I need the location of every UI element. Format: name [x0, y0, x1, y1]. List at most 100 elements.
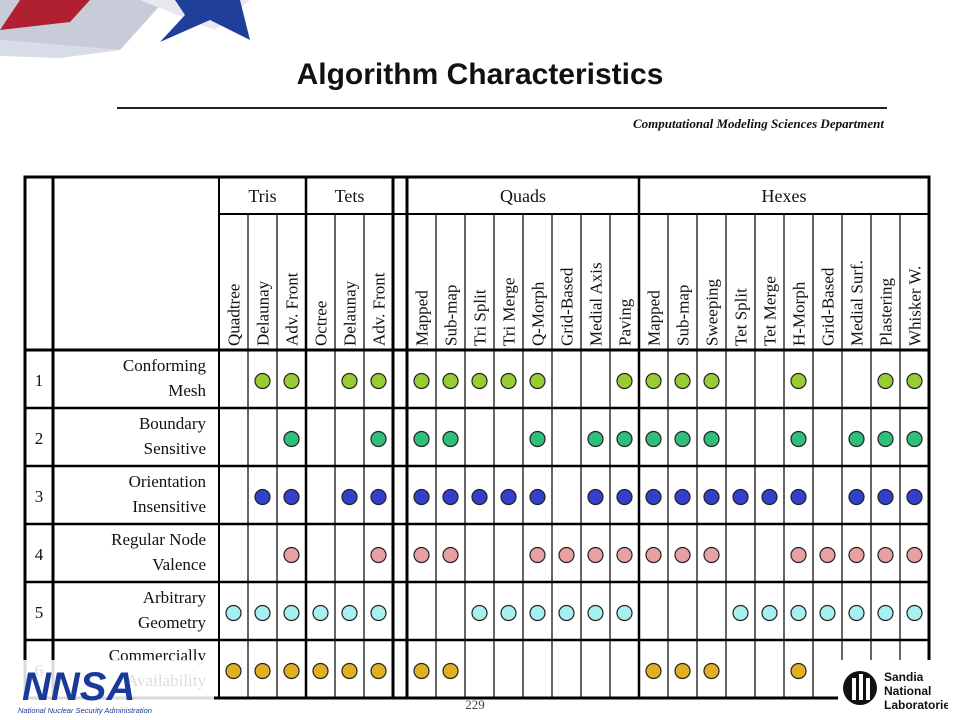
rating-dot	[848, 604, 865, 622]
rating-dot	[790, 430, 807, 448]
row-label-line1: Regular Node	[111, 530, 206, 549]
row-label-line2: Valence	[152, 555, 206, 574]
sandia-logo: Sandia National Laboratories	[838, 660, 948, 716]
column-label: Sub-map	[674, 285, 693, 346]
rating-dot	[254, 372, 271, 390]
rating-dot	[645, 662, 662, 680]
column-label: Adv. Front	[283, 272, 302, 346]
rating-dot	[877, 488, 894, 506]
row-number: 4	[35, 545, 44, 564]
column-label: Mapped	[645, 290, 664, 346]
rating-dot	[370, 604, 387, 622]
row-label-line1: Orientation	[129, 472, 207, 491]
rating-dot	[558, 546, 575, 564]
column-label: Medial Axis	[587, 262, 606, 346]
rating-dot	[254, 662, 271, 680]
rating-dot	[283, 662, 300, 680]
rating-dot	[500, 488, 517, 506]
department-label: Computational Modeling Sciences Departme…	[633, 116, 884, 131]
rating-dot	[819, 546, 836, 564]
rating-dot	[587, 604, 604, 622]
rating-dot	[370, 430, 387, 448]
rating-dot	[703, 430, 720, 448]
rating-dot	[283, 488, 300, 506]
group-label-0: Tris	[248, 186, 276, 206]
column-label: Tri Split	[471, 289, 490, 346]
rating-dot	[500, 372, 517, 390]
column-label: Tet Split	[732, 288, 751, 346]
rating-dot	[413, 662, 430, 680]
rating-dot	[370, 546, 387, 564]
rating-dot	[283, 546, 300, 564]
rating-dot	[877, 604, 894, 622]
rating-dot	[790, 372, 807, 390]
row-number: 1	[35, 371, 44, 390]
column-label: Whisker W.	[906, 266, 925, 346]
rating-dot	[341, 488, 358, 506]
column-label: H-Morph	[790, 281, 809, 346]
rating-dot	[645, 546, 662, 564]
column-label: Grid-Based	[558, 267, 577, 346]
row-label-line2: Mesh	[168, 381, 206, 400]
rating-dot	[587, 546, 604, 564]
row-label-line1: Conforming	[123, 356, 207, 375]
row-label-line1: Arbitrary	[143, 588, 207, 607]
rating-dot	[616, 372, 633, 390]
rating-dot	[370, 488, 387, 506]
column-label: Quadtree	[225, 284, 244, 346]
banner-stars-graphic	[0, 0, 250, 58]
column-label: Tri Merge	[500, 278, 519, 346]
rating-dot	[848, 430, 865, 448]
rating-dot	[283, 372, 300, 390]
rating-dot	[703, 488, 720, 506]
rating-dot	[370, 662, 387, 680]
column-label: Grid-Based	[819, 267, 838, 346]
rating-dot	[312, 662, 329, 680]
column-label: Mapped	[413, 290, 432, 346]
rating-dot	[877, 430, 894, 448]
column-label: Octree	[312, 301, 331, 346]
rating-dot	[877, 372, 894, 390]
rating-dot	[616, 604, 633, 622]
title-underline	[117, 107, 887, 109]
rating-dot	[413, 546, 430, 564]
column-label: Q-Morph	[529, 281, 548, 346]
rating-dot	[674, 546, 691, 564]
row-label-line2: Insensitive	[132, 497, 206, 516]
rating-dot	[413, 488, 430, 506]
rating-dot	[616, 488, 633, 506]
rating-dot	[341, 662, 358, 680]
rating-dot	[587, 430, 604, 448]
rating-dot	[761, 488, 778, 506]
rating-dot	[790, 662, 807, 680]
rating-dot	[254, 604, 271, 622]
rating-dot	[674, 662, 691, 680]
rating-dot	[906, 546, 923, 564]
rating-dot	[703, 662, 720, 680]
rating-dot	[442, 546, 459, 564]
rating-dot	[877, 546, 894, 564]
column-label: Medial Surf.	[848, 260, 867, 346]
rating-dot	[790, 488, 807, 506]
rating-dot	[645, 488, 662, 506]
column-label: Tet Merge	[761, 276, 780, 346]
column-label: Paving	[616, 298, 635, 346]
rating-dot	[370, 372, 387, 390]
rating-dot	[471, 604, 488, 622]
rating-dot	[283, 430, 300, 448]
column-label: Delaunay	[341, 280, 360, 346]
rating-dot	[587, 488, 604, 506]
column-label: Plastering	[877, 278, 896, 346]
row-number: 2	[35, 429, 44, 448]
rating-dot	[761, 604, 778, 622]
rating-dot	[312, 604, 329, 622]
rating-dot	[732, 488, 749, 506]
rating-dot	[674, 488, 691, 506]
rating-dot	[341, 604, 358, 622]
table-border	[23, 175, 931, 700]
rating-dot	[906, 488, 923, 506]
rating-dot	[906, 430, 923, 448]
column-label: Sub-map	[442, 285, 461, 346]
